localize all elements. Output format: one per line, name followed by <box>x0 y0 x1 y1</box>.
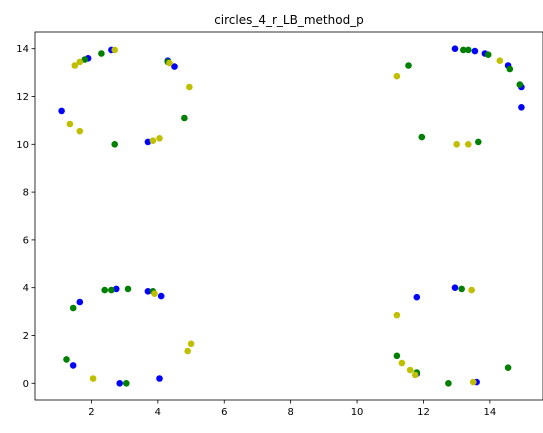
data-point-s2-0 <box>71 62 79 69</box>
data-point-s1-6 <box>465 46 472 54</box>
data-point-s0-11 <box>518 104 525 111</box>
data-point-s1-16 <box>108 286 115 294</box>
data-point-s1-20 <box>393 352 401 360</box>
data-point-s0-20 <box>451 284 459 292</box>
data-point-s0-7 <box>471 47 479 55</box>
x-tick-label: 14 <box>484 407 497 418</box>
y-tick-label: 6 <box>23 235 29 246</box>
data-point-s1-12 <box>405 62 412 69</box>
x-tick-label: 2 <box>88 407 94 418</box>
y-tick-label: 14 <box>16 44 29 55</box>
data-point-s2-6 <box>156 135 163 142</box>
y-tick-label: 12 <box>16 92 29 103</box>
plot-frame <box>34 31 543 401</box>
data-point-s2-18 <box>398 359 406 367</box>
data-point-s0-6 <box>451 45 459 52</box>
data-points <box>58 45 525 387</box>
x-tick-label: 8 <box>287 407 293 418</box>
data-point-s0-19 <box>413 293 421 301</box>
data-point-s2-15 <box>184 347 191 355</box>
data-point-s0-5 <box>171 63 178 70</box>
data-point-s1-17 <box>124 285 132 293</box>
data-point-s0-15 <box>116 380 123 387</box>
data-point-s1-8 <box>506 65 514 73</box>
data-point-s1-0 <box>81 56 89 63</box>
data-point-s0-17 <box>156 375 163 382</box>
data-point-s1-22 <box>458 285 466 293</box>
data-point-s1-7 <box>484 51 492 58</box>
data-point-s2-17 <box>393 311 401 319</box>
data-point-s1-2 <box>111 141 118 148</box>
data-point-s1-14 <box>69 304 77 312</box>
data-point-s2-7 <box>166 59 173 67</box>
data-point-s2-8 <box>186 83 193 91</box>
data-point-s1-13 <box>63 356 70 363</box>
data-point-s0-18 <box>157 292 165 300</box>
data-point-s2-22 <box>470 378 477 386</box>
data-point-s2-9 <box>393 72 401 80</box>
data-point-s1-4 <box>181 114 188 122</box>
data-point-s2-11 <box>465 141 472 148</box>
data-point-s1-1 <box>98 50 105 57</box>
data-point-s1-9 <box>516 81 524 88</box>
y-tick-label: 8 <box>23 188 29 199</box>
data-point-s1-15 <box>101 286 108 294</box>
chart-title: circles_4_r_LB_method_p <box>214 13 364 27</box>
data-point-s2-2 <box>111 46 118 54</box>
y-tick-label: 2 <box>23 331 29 342</box>
data-point-s1-5 <box>460 46 467 54</box>
data-point-s1-11 <box>475 138 482 146</box>
data-point-s2-12 <box>496 57 504 64</box>
y-tick-label: 0 <box>23 379 29 390</box>
data-point-s2-13 <box>89 375 97 382</box>
data-point-s2-19 <box>406 366 414 374</box>
data-point-s1-23 <box>445 380 452 387</box>
data-point-s2-21 <box>468 286 475 294</box>
data-point-s1-24 <box>504 364 512 372</box>
data-point-s2-1 <box>76 58 84 66</box>
y-tick-label: 10 <box>16 140 29 151</box>
data-point-s0-16 <box>144 288 152 295</box>
data-point-s1-10 <box>418 133 426 141</box>
data-point-s0-13 <box>76 298 84 306</box>
data-point-s2-14 <box>151 290 158 298</box>
data-point-s2-3 <box>66 120 74 128</box>
x-tick-label: 4 <box>155 407 161 418</box>
data-point-s2-4 <box>76 127 84 135</box>
data-point-s0-0 <box>58 107 65 115</box>
axes: 2 4 6 8 10 12 14 0 2 4 6 8 10 12 14 <box>16 31 543 418</box>
data-point-s2-16 <box>187 340 195 348</box>
data-point-s0-12 <box>69 362 77 369</box>
data-point-s2-5 <box>149 137 157 144</box>
x-tick-label: 6 <box>221 407 227 418</box>
data-point-s0-3 <box>144 138 152 146</box>
x-tick-label: 10 <box>351 407 364 418</box>
data-point-s1-18 <box>123 380 130 387</box>
data-point-s2-20 <box>411 371 419 379</box>
x-tick-label: 12 <box>417 407 430 418</box>
y-tick-label: 4 <box>23 283 29 294</box>
data-point-s2-10 <box>453 141 461 148</box>
